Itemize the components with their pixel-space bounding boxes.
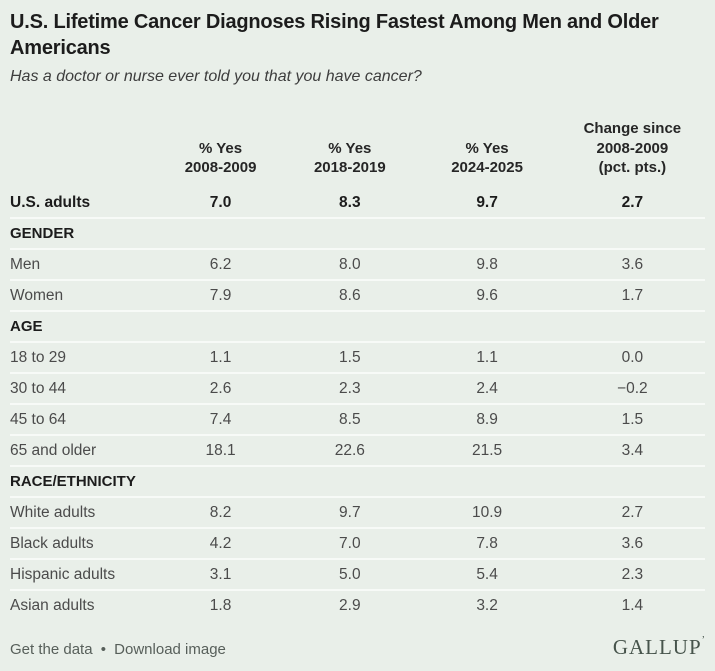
value-cell: 1.4 [621, 596, 644, 614]
value-cell: 7.0 [209, 193, 232, 211]
value-cell: 22.6 [334, 441, 365, 459]
value-cell: 2.3 [621, 565, 644, 583]
value-cell: 3.6 [621, 534, 644, 552]
value-cell: 1.1 [209, 348, 232, 366]
value-cell: 2.3 [339, 379, 361, 397]
value-cell: 10.9 [472, 503, 503, 521]
value-cell: 3.2 [476, 596, 498, 614]
row-label: Asian adults [10, 596, 95, 614]
value-cell: 21.5 [472, 441, 503, 459]
value-cell: 9.6 [476, 286, 498, 304]
footer: Get the data • Download image GALLUP’ [10, 635, 705, 660]
value-cell: −0.2 [617, 379, 648, 397]
value-cell: 7.8 [476, 534, 498, 552]
table-row: Men 6.2 8.0 9.8 3.6 [10, 249, 705, 280]
row-label: 18 to 29 [10, 348, 67, 366]
value-cell: 1.5 [339, 348, 361, 366]
column-header: % Yes 2024-2025 [451, 139, 523, 177]
row-label: 30 to 44 [10, 379, 67, 397]
row-label-column-header [10, 86, 156, 188]
section-header-row: AGE [10, 311, 705, 342]
value-cell: 2.7 [621, 193, 644, 211]
value-cell: 2.7 [621, 503, 644, 521]
table-row: 18 to 29 1.1 1.5 1.1 0.0 [10, 342, 705, 373]
value-cell: 1.8 [209, 596, 232, 614]
survey-question-subtitle: Has a doctor or nurse ever told you that… [10, 68, 422, 85]
table-row: Hispanic adults 3.1 5.0 5.4 2.3 [10, 559, 705, 590]
value-cell: 3.4 [621, 441, 644, 459]
value-cell: 9.7 [476, 193, 498, 211]
row-label: 65 and older [10, 441, 97, 459]
value-cell: 6.2 [209, 255, 232, 273]
row-label: Black adults [10, 534, 94, 552]
table-row: 30 to 44 2.6 2.3 2.4 −0.2 [10, 373, 705, 404]
gallup-trademark-mark: ’ [701, 634, 705, 646]
value-cell: 1.5 [621, 410, 644, 428]
column-header: % Yes 2008-2009 [184, 139, 257, 177]
cancer-diagnoses-table: % Yes 2008-2009 % Yes 2018-2019 % Yes 2024… [10, 86, 705, 620]
row-label: Men [10, 255, 41, 273]
row-label: Hispanic adults [10, 565, 116, 583]
row-label: AGE [10, 317, 43, 335]
value-cell: 8.3 [339, 193, 361, 211]
section-header-row: RACE/ETHNICITY [10, 466, 705, 497]
value-cell: 3.1 [209, 565, 232, 583]
table-body: U.S. adults 7.0 8.3 9.7 2.7 GENDER Men 6.2 8.0 9.… [10, 188, 705, 620]
table-row: 65 and older 18.1 22.6 21.5 3.4 [10, 435, 705, 466]
gallup-wordmark: GALLUP [612, 634, 702, 659]
value-cell: 7.4 [209, 410, 232, 428]
value-cell: 9.8 [476, 255, 498, 273]
value-cell: 18.1 [205, 441, 236, 459]
value-cell: 7.9 [209, 286, 232, 304]
value-cell: 5.0 [339, 565, 361, 583]
value-cell: 8.2 [209, 503, 232, 521]
value-cell: 7.0 [339, 534, 361, 552]
value-cell: 2.4 [476, 379, 498, 397]
get-the-data-link[interactable]: Get the data [10, 640, 93, 658]
row-label: Women [10, 286, 64, 304]
column-header: % Yes 2018-2019 [313, 139, 386, 177]
value-cell: 2.9 [339, 596, 361, 614]
value-cell: 8.9 [476, 410, 498, 428]
table-row: Women 7.9 8.6 9.6 1.7 [10, 280, 705, 311]
row-label: 45 to 64 [10, 410, 67, 428]
table-header: % Yes 2008-2009 % Yes 2018-2019 % Yes 2024… [10, 86, 705, 188]
table-row: White adults 8.2 9.7 10.9 2.7 [10, 497, 705, 528]
value-cell: 4.2 [209, 534, 232, 552]
footer-separator: • [100, 640, 106, 658]
value-cell: 8.6 [339, 286, 361, 304]
row-label: GENDER [10, 224, 75, 242]
value-cell: 9.7 [339, 503, 361, 521]
row-label: U.S. adults [10, 193, 91, 211]
value-cell: 3.6 [621, 255, 644, 273]
table-row: U.S. adults 7.0 8.3 9.7 2.7 [10, 188, 705, 218]
row-label: White adults [10, 503, 96, 521]
page-title: U.S. Lifetime Cancer Diagnoses Rising Fa… [10, 11, 659, 59]
value-cell: 5.4 [476, 565, 498, 583]
value-cell: 8.0 [339, 255, 361, 273]
value-cell: 2.6 [209, 379, 232, 397]
section-header-row: GENDER [10, 218, 705, 249]
table-row: Asian adults 1.8 2.9 3.2 1.4 [10, 590, 705, 620]
table-row: 45 to 64 7.4 8.5 8.9 1.5 [10, 404, 705, 435]
value-cell: 1.1 [476, 348, 498, 366]
gallup-logo: GALLUP’ [613, 635, 705, 660]
table-row: Black adults 4.2 7.0 7.8 3.6 [10, 528, 705, 559]
value-cell: 8.5 [339, 410, 361, 428]
footer-links: Get the data • Download image [10, 641, 226, 658]
row-label: RACE/ETHNICITY [10, 472, 136, 490]
value-cell: 0.0 [621, 348, 644, 366]
value-cell: 1.7 [621, 286, 644, 304]
table-header-row: % Yes 2008-2009 % Yes 2018-2019 % Yes 2024… [10, 86, 705, 188]
download-image-link[interactable]: Download image [114, 640, 226, 658]
column-header: Change since 2008-2009 (pct. pts.) [583, 120, 682, 176]
